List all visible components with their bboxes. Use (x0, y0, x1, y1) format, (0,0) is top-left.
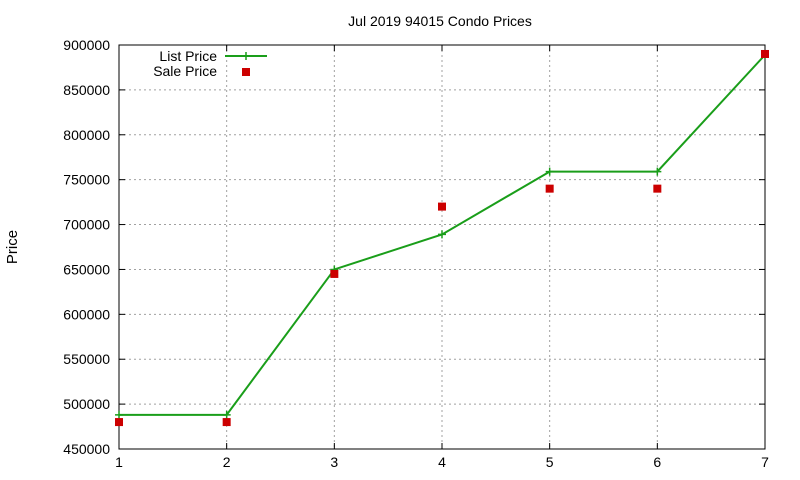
data-point (761, 49, 769, 58)
x-tick-label: 4 (438, 454, 446, 470)
y-tick-label: 450000 (63, 441, 110, 457)
x-tick-label: 1 (115, 454, 123, 470)
legend-label-sale-price: Sale Price (153, 63, 217, 79)
legend-marker-sale-price (242, 68, 250, 76)
legend-label-list-price: List Price (159, 48, 217, 64)
legend: List Price Sale Price (153, 48, 267, 79)
legend-marker-list-price (242, 52, 250, 60)
y-tick-label: 550000 (63, 351, 110, 367)
grid-lines (119, 45, 765, 449)
y-tick-label: 650000 (63, 261, 110, 277)
x-tick-label: 5 (546, 454, 554, 470)
y-tick-label: 900000 (63, 37, 110, 53)
x-tick-label: 3 (330, 454, 338, 470)
x-tick-label: 7 (761, 454, 769, 470)
data-point (222, 410, 231, 419)
series-sale-price (115, 49, 769, 427)
y-axis-ticks: 450000 500000 550000 600000 650000 700000 7500… (63, 37, 765, 457)
data-point (115, 410, 123, 419)
data-point (438, 202, 446, 211)
y-tick-label: 600000 (63, 306, 110, 322)
y-tick-label: 700000 (63, 217, 110, 233)
data-point (222, 418, 231, 427)
y-tick-label: 850000 (63, 82, 110, 98)
data-point (115, 418, 123, 427)
y-tick-label: 500000 (63, 396, 110, 412)
data-point (545, 167, 554, 176)
series-group (115, 49, 769, 427)
x-tick-label: 6 (653, 454, 661, 470)
x-tick-label: 2 (223, 454, 231, 470)
data-point (330, 269, 339, 278)
series-list-price (115, 50, 769, 419)
data-point (653, 167, 662, 176)
x-axis-ticks: 1 2 3 4 5 6 7 (115, 45, 769, 470)
data-point (545, 184, 554, 193)
chart-title: Jul 2019 94015 Condo Prices (348, 13, 532, 29)
data-point (653, 184, 662, 193)
data-point (438, 230, 446, 239)
y-tick-label: 800000 (63, 127, 110, 143)
y-axis-label: Price (4, 230, 21, 264)
y-tick-label: 750000 (63, 172, 110, 188)
